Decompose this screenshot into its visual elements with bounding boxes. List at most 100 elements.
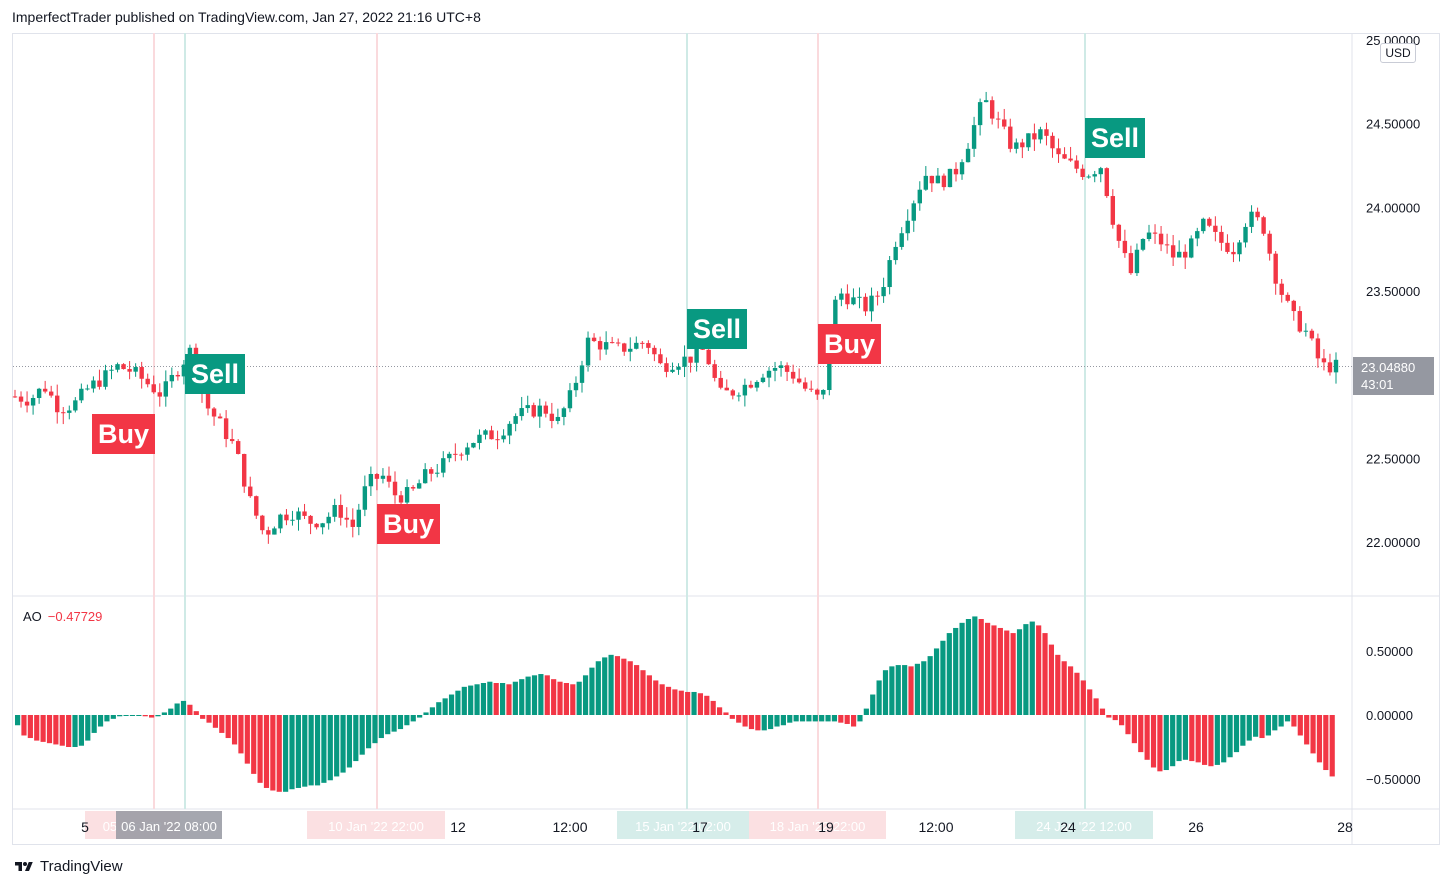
ao-bar (149, 715, 155, 718)
ao-bar (614, 656, 621, 715)
candle-body (959, 162, 965, 175)
candle-body (923, 175, 929, 190)
ao-bar (257, 715, 263, 783)
candle-body (911, 203, 916, 221)
ao-bar (378, 715, 384, 739)
ao-bar (1214, 715, 1220, 765)
candle-body (42, 388, 48, 392)
ao-bar (819, 715, 825, 722)
candle-body (1303, 330, 1309, 332)
ao-tick-label: 0.50000 (1366, 644, 1413, 659)
currency-badge[interactable]: USD (1380, 43, 1416, 63)
ao-bar (965, 619, 972, 715)
ao-bar (525, 676, 531, 715)
candle-body (905, 220, 910, 234)
ao-bar (863, 708, 869, 715)
candle-body (465, 447, 470, 455)
ao-bar (334, 715, 340, 777)
ao-bar (531, 675, 538, 715)
ao-bar (991, 625, 997, 715)
time-highlight-label: 24 Jan '22 12:00 (1036, 819, 1132, 834)
ao-bar (1074, 672, 1080, 715)
ao-bar (1227, 715, 1233, 758)
ao-bar (1259, 715, 1265, 739)
candle-body (1315, 338, 1321, 359)
candle-body (996, 118, 1001, 120)
time-tick-label: 17 (692, 819, 708, 835)
ao-bar (557, 681, 563, 715)
ao-legend[interactable]: AO −0.47729 (23, 609, 102, 624)
candle-body (519, 408, 524, 417)
ao-bar (1144, 715, 1150, 760)
ao-bar (985, 622, 991, 715)
candle-body (211, 408, 217, 417)
candle-body (374, 473, 380, 479)
candle-body (953, 168, 959, 175)
ao-bar (40, 715, 46, 742)
candle-body (115, 364, 120, 370)
footer-brand[interactable]: TradingView (12, 858, 123, 875)
ao-bar (308, 715, 314, 786)
candle-body (127, 369, 132, 372)
ao-bar (461, 686, 467, 715)
ao-bar (161, 712, 167, 715)
candle-body (736, 395, 742, 397)
candle-body (1026, 133, 1031, 148)
candle-body (1152, 232, 1158, 234)
candle-body (706, 349, 711, 365)
candle-body (429, 469, 434, 474)
candle-body (754, 381, 760, 388)
candle-body (67, 410, 72, 413)
candle-body (12, 396, 18, 398)
candle-body (326, 516, 331, 524)
ao-bar (410, 715, 416, 722)
time-highlight-box (307, 811, 445, 839)
ao-bar (1195, 715, 1201, 763)
ao-bar (66, 715, 72, 747)
candle-body (489, 430, 494, 440)
candle-body (989, 100, 995, 119)
ao-bar (78, 715, 84, 746)
ao-bar (665, 686, 672, 715)
candle-body (531, 405, 536, 417)
candle-body (151, 384, 156, 393)
ao-bar (1297, 715, 1303, 736)
candle-body (591, 337, 597, 342)
candle-body (181, 364, 187, 377)
time-tick-label: 12 (450, 819, 466, 835)
ao-bar (768, 715, 774, 730)
candle-body (356, 509, 362, 527)
candle-body (79, 388, 84, 401)
candle-body (139, 367, 144, 379)
ao-bar (978, 619, 984, 715)
candle-body (983, 100, 989, 103)
candle-body (1170, 245, 1176, 258)
ao-bar (123, 715, 129, 716)
candle-body (1056, 148, 1061, 155)
ao-bar (302, 715, 308, 787)
ao-bar (110, 715, 116, 719)
ao-bar (825, 715, 831, 722)
ao-bar (793, 715, 799, 722)
ao-bar (340, 715, 346, 773)
ao-bar (544, 675, 550, 715)
candle-body (1321, 358, 1327, 363)
bar-countdown: 43:01 (1361, 377, 1394, 392)
ao-bar (1170, 715, 1176, 767)
ao-bar (736, 715, 742, 723)
candle-body (1092, 174, 1097, 177)
candle-body (881, 287, 886, 297)
ao-bar (1119, 715, 1125, 726)
ao-bar (563, 683, 570, 715)
ao-bar (787, 715, 793, 723)
ao-bar (582, 675, 589, 715)
ao-bar (1131, 715, 1137, 744)
ao-bar (231, 715, 238, 745)
ao-bar (895, 665, 901, 715)
candle-body (278, 514, 283, 529)
ao-bar (921, 661, 927, 715)
candle-body (1110, 196, 1116, 225)
ao-bar (691, 691, 697, 715)
candle-body (133, 367, 138, 372)
